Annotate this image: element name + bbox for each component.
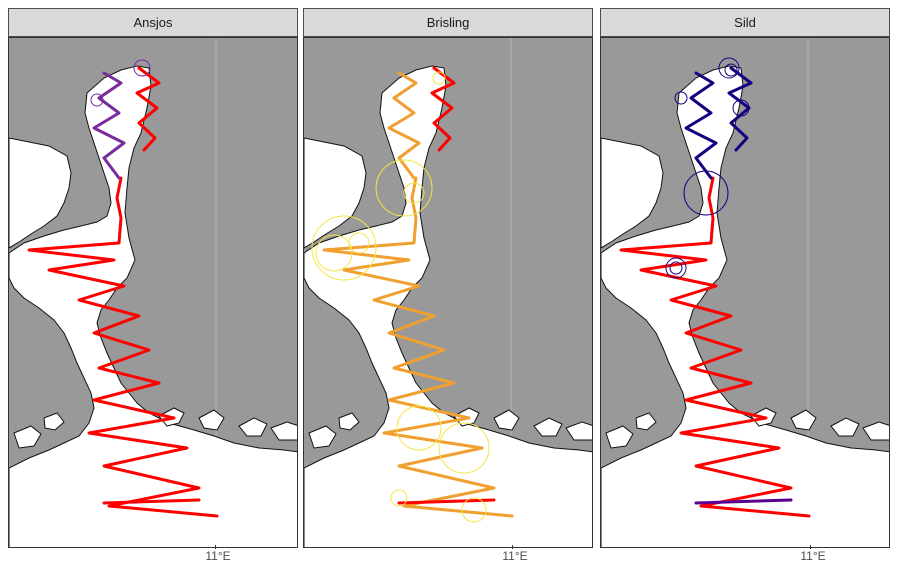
catch-circle	[438, 422, 490, 474]
survey-track-north	[387, 71, 421, 180]
catch-circle	[375, 159, 433, 217]
facet-title: Sild	[734, 15, 756, 30]
map-svg	[9, 38, 297, 547]
coastline-shape	[270, 421, 297, 441]
coastline-shape	[830, 417, 860, 437]
catch-circle	[311, 215, 377, 281]
coastline-shape	[43, 412, 65, 431]
coastline-shape	[635, 412, 657, 431]
coastline-shape	[238, 417, 268, 437]
coastline-shape	[493, 409, 520, 431]
catch-circle	[461, 497, 487, 523]
x-tick-label: 11°E	[205, 549, 231, 563]
coastline-shape	[601, 65, 889, 547]
coastline-shape	[9, 65, 297, 547]
facet-strip-sild: Sild	[600, 8, 890, 37]
x-tick	[215, 545, 216, 549]
panel-brisling: Brisling	[303, 8, 593, 548]
catch-circle	[390, 489, 408, 507]
coastline-shape	[601, 137, 664, 249]
coastline-shape	[308, 425, 337, 449]
survey-track-east	[135, 66, 161, 152]
panel-sild: Sild	[600, 8, 890, 548]
catch-circle	[674, 91, 688, 105]
catch-circle	[665, 257, 687, 279]
catch-circle	[732, 99, 750, 117]
survey-track-east	[430, 66, 456, 152]
map-plot-ansjos	[8, 37, 298, 548]
coastline-shape	[790, 409, 817, 431]
map-plot-sild	[600, 37, 890, 548]
coastline-shape	[9, 137, 72, 249]
catch-circle	[403, 182, 425, 204]
catch-circle	[315, 234, 353, 272]
x-tick-label: 11°E	[800, 549, 826, 563]
coastline-shape	[605, 425, 634, 449]
catch-circle	[396, 405, 442, 451]
coastline-shape	[338, 412, 360, 431]
catch-circle	[432, 71, 446, 85]
survey-track-south	[619, 176, 811, 518]
map-svg	[304, 38, 592, 547]
map-svg	[601, 38, 889, 547]
coastline-shape	[13, 425, 42, 449]
catch-circle	[348, 232, 370, 254]
facet-title: Ansjos	[133, 15, 173, 30]
facet-strip-ansjos: Ansjos	[8, 8, 298, 37]
facet-strip-brisling: Brisling	[303, 8, 593, 37]
coastline-shape	[304, 65, 592, 547]
coastline-shape	[198, 409, 225, 431]
coastline-shape	[533, 417, 563, 437]
catch-circle	[724, 63, 738, 77]
coastline-shape	[862, 421, 889, 441]
x-tick	[810, 545, 811, 549]
catch-circle	[669, 261, 683, 275]
survey-track-north	[92, 71, 126, 180]
catch-circle	[90, 93, 104, 107]
catch-circle	[683, 170, 729, 216]
coastline-shape	[565, 421, 592, 441]
catch-circle	[718, 57, 740, 79]
survey-track-bottom	[397, 498, 496, 505]
survey-track-north	[684, 71, 718, 180]
survey-track-bottom	[694, 498, 793, 505]
catch-circle	[133, 59, 151, 77]
x-tick	[512, 545, 513, 549]
panel-ansjos: Ansjos	[8, 8, 298, 548]
facet-title: Brisling	[426, 15, 470, 30]
survey-track-south	[27, 176, 219, 518]
map-plot-brisling	[303, 37, 593, 548]
x-tick-label: 11°E	[502, 549, 528, 563]
survey-track-bottom	[102, 498, 201, 505]
